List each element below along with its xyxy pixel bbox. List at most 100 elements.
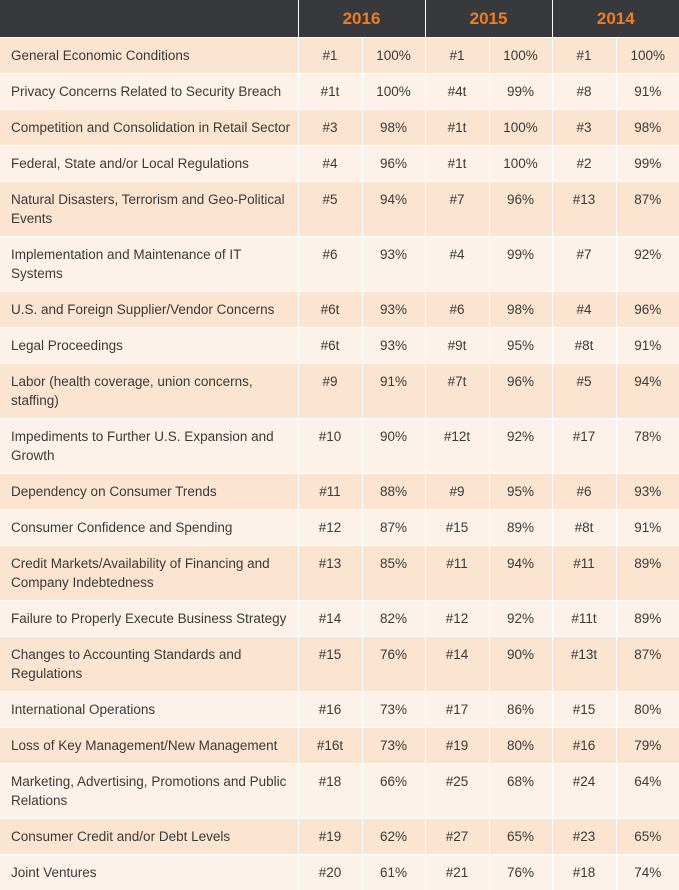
percent-2014: 91%	[616, 328, 679, 364]
rank-2016: #5	[298, 182, 362, 237]
rank-2014: #16	[552, 728, 616, 764]
percent-2016: 87%	[362, 510, 425, 546]
rank-2015: #21	[425, 855, 489, 890]
rank-2016: #16t	[298, 728, 362, 764]
percent-2015: 95%	[489, 474, 552, 510]
percent-2016: 73%	[362, 692, 425, 728]
percent-2016: 85%	[362, 546, 425, 601]
rank-2014: #7	[552, 237, 616, 292]
percent-2015: 76%	[489, 855, 552, 890]
risk-factor-label: Competition and Consolidation in Retail …	[0, 110, 298, 146]
rank-2015: #27	[425, 819, 489, 855]
percent-2014: 98%	[616, 110, 679, 146]
percent-2014: 94%	[616, 364, 679, 419]
table-row: Privacy Concerns Related to Security Bre…	[0, 74, 679, 110]
risk-factor-label: Consumer Confidence and Spending	[0, 510, 298, 546]
risk-factor-label: Failure to Properly Execute Business Str…	[0, 601, 298, 637]
rank-2014: #15	[552, 692, 616, 728]
rank-2015: #14	[425, 637, 489, 692]
rank-2014: #4	[552, 292, 616, 328]
percent-2015: 99%	[489, 74, 552, 110]
percent-2015: 100%	[489, 146, 552, 182]
rank-2014: #1	[552, 38, 616, 74]
percent-2016: 66%	[362, 764, 425, 819]
rank-2015: #11	[425, 546, 489, 601]
percent-2015: 99%	[489, 237, 552, 292]
rank-2016: #12	[298, 510, 362, 546]
risk-factor-label: Impediments to Further U.S. Expansion an…	[0, 419, 298, 474]
table-row: Failure to Properly Execute Business Str…	[0, 601, 679, 637]
risk-factor-label: Consumer Credit and/or Debt Levels	[0, 819, 298, 855]
risk-factor-label: Changes to Accounting Standards and Regu…	[0, 637, 298, 692]
risk-factor-label: Implementation and Maintenance of IT Sys…	[0, 237, 298, 292]
risk-factor-label: Loss of Key Management/New Management	[0, 728, 298, 764]
percent-2016: 62%	[362, 819, 425, 855]
rank-2015: #4	[425, 237, 489, 292]
percent-2016: 93%	[362, 237, 425, 292]
risk-factor-label: Federal, State and/or Local Regulations	[0, 146, 298, 182]
year-header-2014: 2014	[552, 0, 679, 38]
rank-2016: #16	[298, 692, 362, 728]
rank-2016: #1	[298, 38, 362, 74]
percent-2016: 93%	[362, 292, 425, 328]
rank-2016: #20	[298, 855, 362, 890]
risk-factor-label: Privacy Concerns Related to Security Bre…	[0, 74, 298, 110]
rank-2014: #3	[552, 110, 616, 146]
table-row: Implementation and Maintenance of IT Sys…	[0, 237, 679, 292]
percent-2015: 65%	[489, 819, 552, 855]
percent-2015: 92%	[489, 601, 552, 637]
rank-2015: #9t	[425, 328, 489, 364]
table-row: Federal, State and/or Local Regulations#…	[0, 146, 679, 182]
table-header-row: 2016 2015 2014	[0, 0, 679, 38]
risk-factor-label: Legal Proceedings	[0, 328, 298, 364]
percent-2016: 90%	[362, 419, 425, 474]
rank-2014: #5	[552, 364, 616, 419]
risk-factor-label: U.S. and Foreign Supplier/Vendor Concern…	[0, 292, 298, 328]
rank-2015: #1t	[425, 110, 489, 146]
year-header-2015: 2015	[425, 0, 552, 38]
percent-2015: 96%	[489, 364, 552, 419]
table-row: U.S. and Foreign Supplier/Vendor Concern…	[0, 292, 679, 328]
percent-2014: 93%	[616, 474, 679, 510]
rank-2016: #1t	[298, 74, 362, 110]
rank-2015: #19	[425, 728, 489, 764]
percent-2016: 82%	[362, 601, 425, 637]
percent-2014: 74%	[616, 855, 679, 890]
rank-2014: #13t	[552, 637, 616, 692]
rank-2014: #13	[552, 182, 616, 237]
risk-factor-label: General Economic Conditions	[0, 38, 298, 74]
percent-2015: 86%	[489, 692, 552, 728]
percent-2014: 100%	[616, 38, 679, 74]
percent-2014: 89%	[616, 546, 679, 601]
rank-2016: #19	[298, 819, 362, 855]
rank-2015: #12t	[425, 419, 489, 474]
rank-2014: #2	[552, 146, 616, 182]
percent-2014: 78%	[616, 419, 679, 474]
rank-2015: #17	[425, 692, 489, 728]
table-row: Impediments to Further U.S. Expansion an…	[0, 419, 679, 474]
header-corner-cell	[0, 0, 298, 38]
rank-2016: #13	[298, 546, 362, 601]
percent-2016: 88%	[362, 474, 425, 510]
table-row: Marketing, Advertising, Promotions and P…	[0, 764, 679, 819]
rank-2015: #25	[425, 764, 489, 819]
rank-2016: #4	[298, 146, 362, 182]
rank-2015: #6	[425, 292, 489, 328]
risk-factor-label: Dependency on Consumer Trends	[0, 474, 298, 510]
percent-2016: 73%	[362, 728, 425, 764]
table-row: Changes to Accounting Standards and Regu…	[0, 637, 679, 692]
percent-2015: 100%	[489, 38, 552, 74]
percent-2016: 91%	[362, 364, 425, 419]
risk-factor-label: Credit Markets/Availability of Financing…	[0, 546, 298, 601]
percent-2014: 96%	[616, 292, 679, 328]
rank-2015: #1t	[425, 146, 489, 182]
percent-2014: 65%	[616, 819, 679, 855]
percent-2014: 87%	[616, 637, 679, 692]
